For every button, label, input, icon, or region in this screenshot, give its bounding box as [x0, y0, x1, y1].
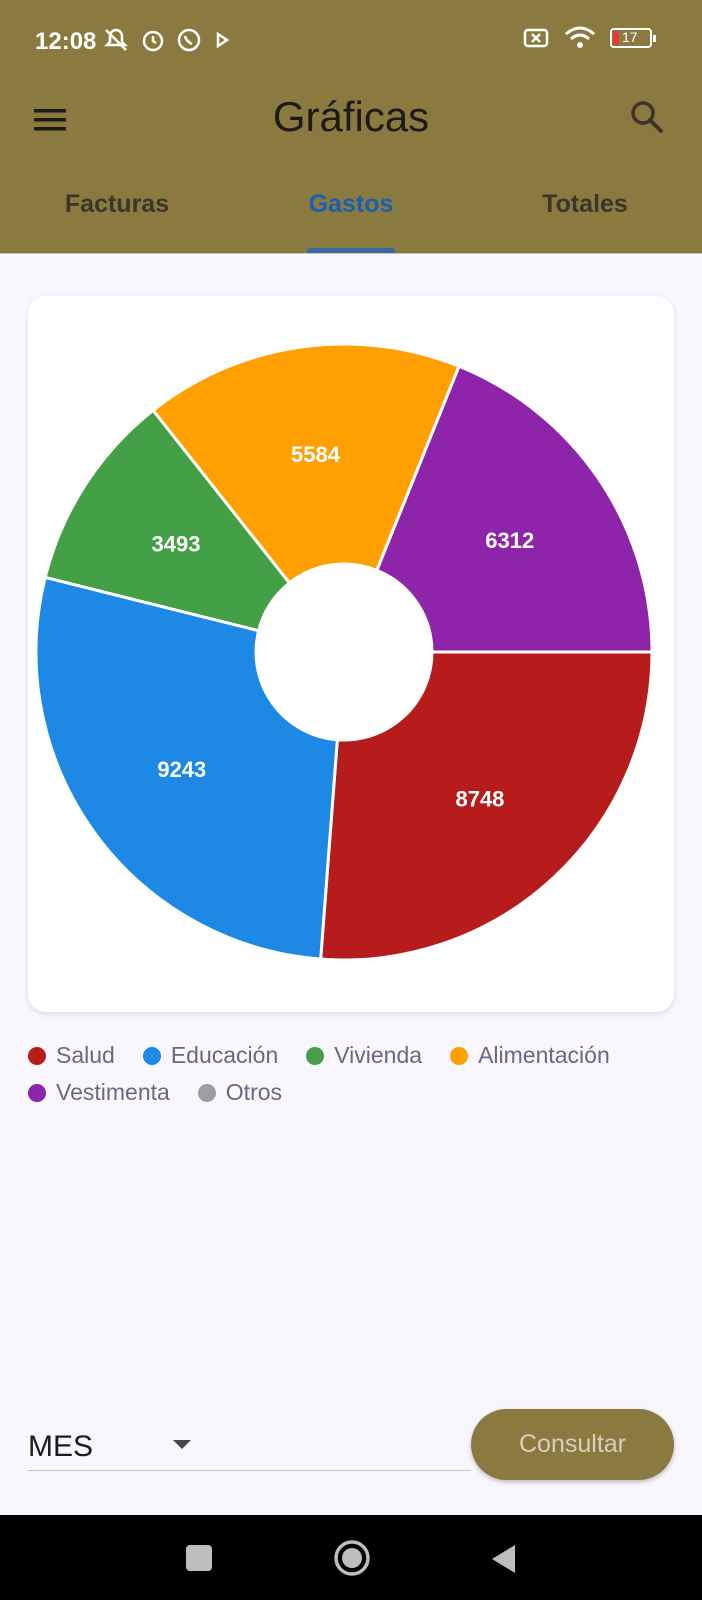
battery-level: 17 — [622, 29, 638, 45]
legend-item: Vestimenta — [28, 1079, 170, 1106]
pie-chart: 8748 9243 3493 5584 6312 — [34, 342, 654, 962]
pie-slice-vivienda[interactable] — [43, 408, 292, 633]
legend-item: Educación — [142, 1042, 279, 1069]
pie-slice-alimentacion[interactable] — [151, 342, 461, 586]
period-dropdown[interactable]: MES — [28, 1408, 471, 1471]
pie-data-label: 3493 — [152, 531, 201, 556]
play-icon — [216, 31, 230, 49]
legend-item: Vivienda — [306, 1042, 422, 1069]
legend-label: Educación — [170, 1042, 279, 1068]
legend-label: Alimentación — [478, 1042, 610, 1068]
legend-dot — [197, 1083, 216, 1102]
pie-slice-salud[interactable] — [319, 650, 654, 962]
status-bar: 12:08 17 — [0, 0, 702, 85]
tab-gastos[interactable]: Gastos — [308, 190, 394, 218]
legend-dot — [142, 1046, 161, 1065]
system-nav-bar — [0, 1515, 702, 1600]
period-value: MES — [28, 1430, 94, 1463]
legend-label: Salud — [56, 1042, 115, 1068]
pie-data-label: 8748 — [455, 787, 504, 812]
mute-icon — [103, 28, 129, 51]
status-icons-left — [102, 26, 232, 54]
pie-data-label: 5584 — [291, 442, 341, 467]
pie-slice-educacion[interactable] — [34, 575, 339, 961]
alarm-icon — [142, 30, 164, 52]
legend-item: Salud — [28, 1042, 115, 1069]
search-icon[interactable] — [627, 97, 667, 137]
wifi-icon — [565, 26, 595, 48]
chart-legend: Salud Educación Vivienda Alimentación Vestim… — [28, 1042, 688, 1106]
legend-dot — [306, 1046, 325, 1065]
sim-off-icon — [523, 28, 549, 48]
consult-button[interactable]: Consultar — [471, 1409, 674, 1480]
status-time: 12:08 — [35, 28, 97, 55]
legend-item: Otros — [197, 1079, 283, 1106]
legend-dot — [450, 1046, 469, 1065]
status-icons-right: 17 — [522, 26, 656, 50]
legend-label: Vivienda — [334, 1042, 423, 1068]
tab-bar: Facturas Gastos Totales — [0, 185, 702, 254]
legend-label: Vestimenta — [56, 1079, 170, 1105]
whatsapp-icon — [177, 28, 201, 52]
legend-label: Otros — [225, 1079, 283, 1105]
tab-indicator — [307, 248, 395, 253]
battery-icon: 17 — [610, 28, 656, 48]
recents-icon[interactable] — [186, 1545, 212, 1571]
pie-data-label: 9243 — [157, 757, 206, 782]
pie-slice-vestimenta[interactable] — [374, 364, 654, 654]
legend-dot — [28, 1083, 46, 1102]
app-bar: Gráficas — [0, 85, 702, 185]
menu-icon[interactable] — [30, 100, 70, 140]
chart-card: 8748 9243 3493 5584 6312 — [28, 296, 674, 1012]
chevron-down-icon — [173, 1440, 191, 1449]
pie-data-label: 6312 — [485, 528, 534, 553]
home-icon[interactable] — [332, 1538, 372, 1578]
tab-facturas[interactable]: Facturas — [64, 190, 170, 218]
page-title: Gráficas — [272, 93, 430, 140]
legend-item: Alimentación — [450, 1042, 610, 1069]
legend-dot — [28, 1046, 46, 1065]
back-icon[interactable] — [489, 1543, 517, 1575]
tab-totales[interactable]: Totales — [542, 190, 628, 218]
